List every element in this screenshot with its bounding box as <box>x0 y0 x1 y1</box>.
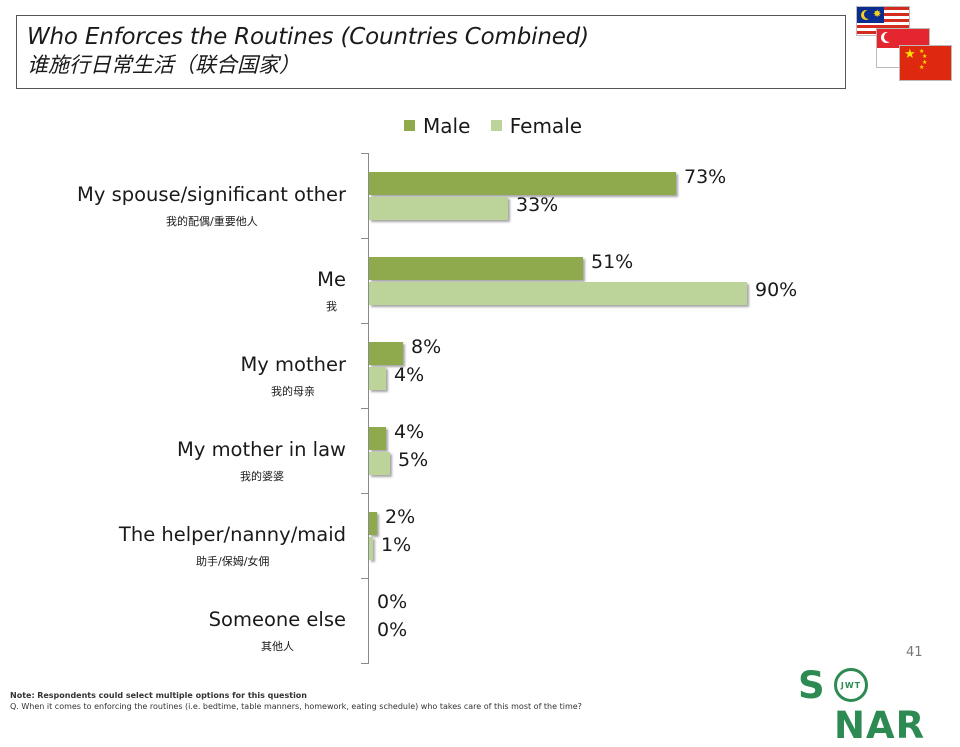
axis-tick <box>361 238 369 239</box>
logo-text-left: S <box>798 664 826 707</box>
china-flag-icon: ★ ★ ★ ★ ★ <box>899 45 952 81</box>
chart-title-chinese: 谁施行日常生活（联合国家） <box>27 53 300 77</box>
data-label-male: 51% <box>591 251 634 273</box>
logo-jwt-text: JWT <box>840 681 862 690</box>
legend-item-female: Female <box>490 113 583 138</box>
bar-male <box>369 257 583 280</box>
bar-male <box>369 427 386 450</box>
category-label: Me <box>317 268 346 291</box>
bar-female <box>369 197 508 220</box>
category-label-chinese: 助手/保姆/女佣 <box>196 555 270 568</box>
logo-text-right: NAR <box>834 704 926 747</box>
category-label: My mother in law <box>177 438 346 461</box>
bar-female <box>369 282 747 305</box>
axis-tick <box>361 578 369 579</box>
legend-swatch-female <box>490 120 502 131</box>
question-text: Q. When it comes to enforcing the routin… <box>10 702 582 711</box>
bar-male <box>369 172 676 195</box>
axis-tick <box>361 323 369 324</box>
logo-ring: JWT <box>834 668 868 702</box>
data-label-male: 0% <box>377 591 408 613</box>
bar-female <box>369 537 373 560</box>
category-label-chinese: 我的母亲 <box>271 385 315 398</box>
title-box: Who Enforces the Routines (Countries Com… <box>16 15 846 89</box>
legend-label-male: Male <box>423 113 471 138</box>
category-label: My spouse/significant other <box>77 183 346 206</box>
bar-female <box>369 367 386 390</box>
data-label-female: 5% <box>398 449 429 471</box>
category-label-chinese: 我 <box>326 300 337 313</box>
bar-female <box>369 452 390 475</box>
axis-tick <box>361 408 369 409</box>
bar-male <box>369 512 377 535</box>
category-label: The helper/nanny/maid <box>118 523 346 546</box>
chart-title: Who Enforces the Routines (Countries Com… <box>27 24 589 50</box>
footnote: Note: Respondents could select multiple … <box>10 690 582 712</box>
note-label: Note: <box>10 691 35 700</box>
category-label-chinese: 我的配偶/重要他人 <box>166 215 258 228</box>
sonar-logo: S NAR JWT <box>798 664 943 746</box>
data-label-male: 2% <box>385 506 416 528</box>
legend-swatch-male <box>404 120 415 131</box>
legend-item-male: Male <box>404 114 470 138</box>
category-label-chinese: 我的婆婆 <box>240 470 284 483</box>
axis-tick <box>361 663 369 664</box>
country-flags: ✸ ★ ★ ★ ★ ★ <box>854 6 954 84</box>
category-label: My mother <box>240 353 346 376</box>
axis-tick <box>361 153 369 154</box>
data-label-female: 1% <box>381 534 412 556</box>
category-label-chinese: 其他人 <box>261 640 294 653</box>
data-label-female: 0% <box>377 619 408 641</box>
data-label-male: 8% <box>411 336 442 358</box>
data-label-female: 4% <box>394 364 425 386</box>
note-text: Respondents could select multiple option… <box>37 691 307 700</box>
page-number: 41 <box>906 645 923 660</box>
axis-tick <box>361 493 369 494</box>
data-label-male: 73% <box>684 166 727 188</box>
data-label-male: 4% <box>394 421 425 443</box>
legend-label-female: Female <box>509 113 583 138</box>
data-label-female: 90% <box>755 279 798 301</box>
bar-male <box>369 342 403 365</box>
data-label-female: 33% <box>516 194 559 216</box>
category-label: Someone else <box>208 608 346 631</box>
chart-legend: Male Female <box>404 112 596 138</box>
